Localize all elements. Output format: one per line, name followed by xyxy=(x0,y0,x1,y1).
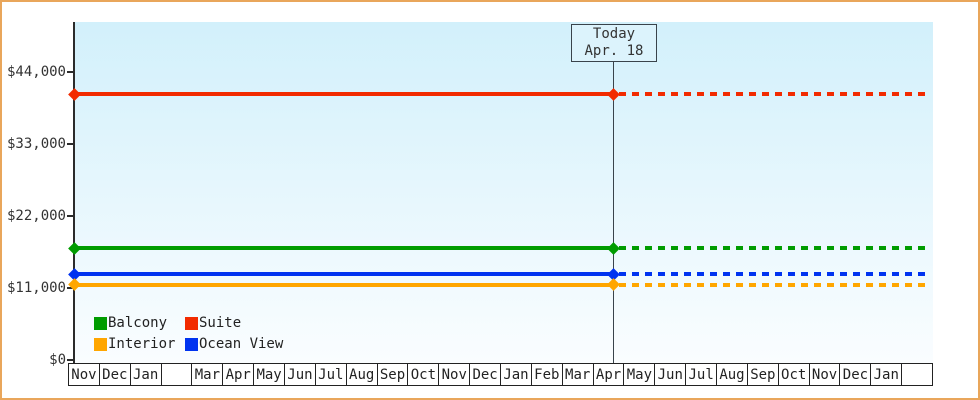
today-vertical-line xyxy=(613,62,614,363)
y-tick xyxy=(67,143,74,145)
legend: Balcony Suite Interior Ocean View xyxy=(94,315,284,352)
y-axis-line xyxy=(73,22,75,364)
ocean-view-line-solid xyxy=(74,272,614,277)
month-cell: Jan xyxy=(501,364,532,385)
month-cell: Jun xyxy=(655,364,687,385)
suite-line-solid xyxy=(74,92,614,97)
suite-swatch-icon xyxy=(185,316,198,330)
month-cell: Oct xyxy=(408,364,440,385)
legend-item-balcony: Balcony xyxy=(94,315,185,331)
month-cell: Nov xyxy=(810,364,841,385)
y-axis-label: $22,000 xyxy=(6,208,66,224)
balcony-swatch-icon xyxy=(94,316,107,330)
y-tick xyxy=(67,287,74,289)
month-cell: Sep xyxy=(378,364,409,385)
today-label: Today xyxy=(592,26,636,42)
y-axis-label: $11,000 xyxy=(6,280,66,296)
month-cell xyxy=(162,364,193,385)
legend-label: Balcony xyxy=(108,315,168,331)
y-axis-label: $33,000 xyxy=(6,136,66,152)
month-cell xyxy=(902,364,932,385)
x-axis-month-strip: Nov Dec Jan Mar Apr May Jun Jul Aug Sep … xyxy=(68,363,933,386)
month-cell: Jun xyxy=(285,364,316,385)
plot-area xyxy=(74,22,933,363)
legend-item-ocean-view: Ocean View xyxy=(185,336,284,352)
month-cell: Dec xyxy=(100,364,131,385)
interior-line-dashed xyxy=(619,282,931,287)
month-cell: Nov xyxy=(69,364,100,385)
legend-label: Ocean View xyxy=(199,336,284,352)
legend-label: Interior xyxy=(108,336,176,352)
month-cell: May xyxy=(254,364,286,385)
month-cell: Jan xyxy=(131,364,162,385)
month-cell: Mar xyxy=(563,364,594,385)
month-cell: Jul xyxy=(316,364,347,385)
ocean-view-swatch-icon xyxy=(185,337,198,351)
month-cell: Aug xyxy=(717,364,748,385)
y-tick xyxy=(67,71,74,73)
month-cell: Feb xyxy=(532,364,563,385)
month-cell: Dec xyxy=(840,364,872,385)
month-cell: Dec xyxy=(470,364,502,385)
legend-item-interior: Interior xyxy=(94,336,185,352)
month-cell: Oct xyxy=(779,364,810,385)
month-cell: Nov xyxy=(439,364,471,385)
suite-line-dashed xyxy=(619,92,931,97)
interior-swatch-icon xyxy=(94,337,107,351)
y-axis-label: $44,000 xyxy=(6,64,66,80)
month-cell: Jan xyxy=(871,364,903,385)
y-tick xyxy=(67,215,74,217)
month-cell: Sep xyxy=(748,364,779,385)
interior-line-solid xyxy=(74,282,614,287)
month-cell: Jul xyxy=(686,364,718,385)
month-cell: Apr xyxy=(223,364,255,385)
today-callout-box: Today Apr. 18 xyxy=(571,24,657,62)
month-cell: May xyxy=(624,364,656,385)
balcony-line-dashed xyxy=(619,246,931,251)
legend-item-suite: Suite xyxy=(185,315,283,331)
ocean-view-line-dashed xyxy=(619,272,931,277)
month-cell: Aug xyxy=(347,364,378,385)
y-tick xyxy=(67,359,74,361)
month-cell: Apr xyxy=(594,364,625,385)
today-date: Apr. 18 xyxy=(584,43,644,59)
y-axis-label: $0 xyxy=(49,352,66,368)
legend-label: Suite xyxy=(199,315,242,331)
balcony-line-solid xyxy=(74,246,614,251)
month-cell: Mar xyxy=(192,364,224,385)
